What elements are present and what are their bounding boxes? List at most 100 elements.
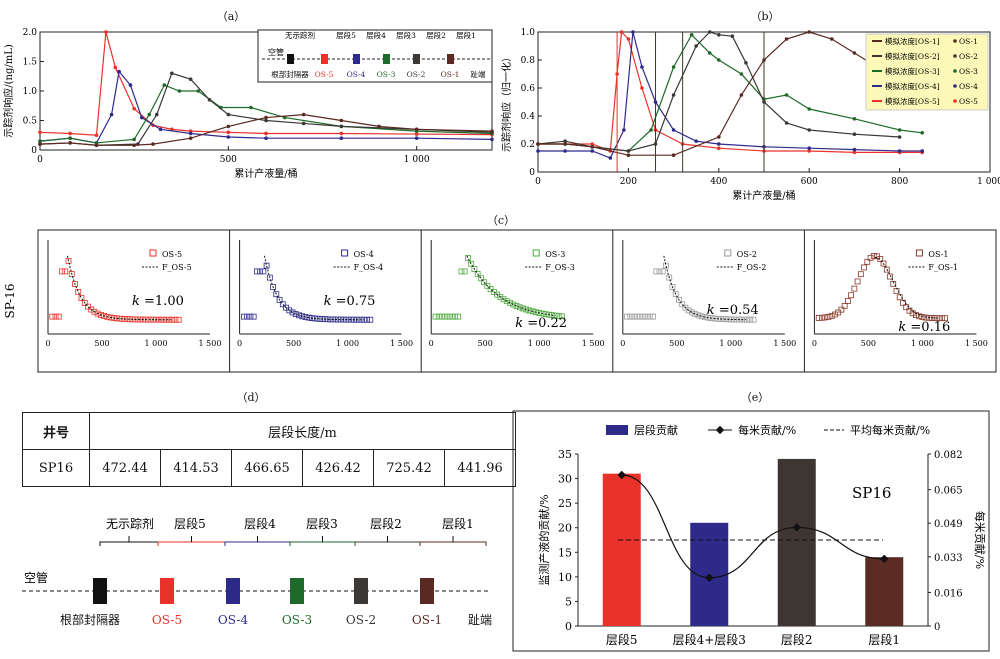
scatter-point [263, 262, 270, 269]
k-symbol: k [707, 303, 715, 318]
scatter-point [253, 268, 260, 275]
x-tick-label: 600 [801, 177, 818, 187]
x-axis-label: 累计产液量/桶 [732, 189, 795, 202]
data-point-OS-5 [113, 65, 118, 70]
scatter-point [241, 313, 247, 320]
legend-label: 模拟浓度[OS-3] [885, 66, 940, 76]
scatter-point [516, 304, 523, 311]
schematic-bracket [354, 541, 421, 546]
data-point-OS-4 [536, 149, 540, 153]
y-tick-label: 0 [31, 146, 37, 156]
x-tick-label: 1 000 [336, 339, 359, 348]
scatter-point [841, 302, 848, 309]
scatter-point [458, 268, 465, 275]
schematic-top-label: 层段5 [174, 516, 206, 531]
y-axis-label: 监测产液的贡献/% [537, 494, 551, 585]
data-point-OS-3 [717, 58, 721, 62]
data-point-OS-4 [807, 146, 811, 150]
scatter-point [260, 268, 267, 275]
category-label: 层段2 [781, 632, 813, 647]
data-point-OS-1 [830, 37, 834, 41]
segment-length-table: 井号 层段长度/m SP16 472.44 414.53 466.65 426.… [22, 412, 516, 487]
inset-top-label: 无示踪剂 [285, 30, 315, 40]
scatter-point [533, 309, 539, 316]
legend-mark-label: OS-5 [959, 97, 978, 106]
scatter-point [465, 254, 471, 261]
scatter-point [507, 300, 513, 306]
legend-label: OS-4 [354, 250, 374, 259]
schematic-bottom-label: OS-4 [218, 613, 249, 627]
scatter-point [685, 307, 692, 314]
panel-label-b: （b） [750, 10, 780, 23]
legend-bar-label: 层段贡献 [634, 423, 678, 437]
x-tick-label: 500 [478, 339, 493, 348]
y-tick-label: 5 [565, 595, 572, 608]
x-tick-label: 0 [237, 339, 242, 348]
x-tick-label: 0 [45, 339, 50, 348]
data-point-OS-5 [414, 132, 419, 136]
data-point-OS-4 [694, 139, 698, 143]
inset-bottom-label: OS-1 [441, 70, 460, 79]
schematic-bracket [224, 541, 291, 546]
scatter-point [455, 313, 462, 320]
data-point-OS-5 [94, 133, 99, 138]
legend-label: OS-5 [162, 250, 182, 259]
scatter-point [851, 285, 858, 292]
legend-mark-label: OS-4 [959, 82, 978, 91]
inset-bottom-label: 趾端 [471, 69, 486, 79]
panel-frame [37, 229, 997, 373]
data-point-OS-4 [139, 115, 144, 120]
panel-frame [512, 410, 990, 652]
x-tick-label: 800 [891, 177, 908, 187]
scatter-point [822, 314, 829, 321]
table-cell-well: SP16 [22, 449, 90, 487]
scatter-point [864, 258, 871, 265]
k-label: k =0.16 [898, 320, 950, 335]
scatter-point [669, 284, 676, 290]
k-label: k =0.75 [324, 294, 376, 309]
legend-line-label: 每米贡献/% [738, 423, 796, 437]
data-point-OS-4 [490, 137, 494, 142]
scatter-point [247, 313, 254, 320]
k-value: =0.16 [906, 320, 950, 335]
inset-bottom-label: OS-2 [407, 70, 426, 79]
fit-curve [66, 255, 172, 321]
data-point-OS-1 [414, 127, 419, 132]
scatter-point [750, 316, 757, 323]
scatter-point [640, 313, 647, 320]
data-point-OS-1 [490, 129, 494, 133]
bar [777, 458, 816, 626]
inset-packer [321, 54, 328, 64]
bar [602, 473, 641, 626]
schematic-bottom-label: OS-5 [152, 613, 182, 627]
series-line-OS-5 [39, 31, 493, 136]
scatter-point [630, 313, 637, 320]
series-line-OS-2 [537, 31, 900, 152]
data-point-OS-2 [744, 61, 748, 65]
scatter-point [828, 313, 835, 319]
scatter-point [857, 271, 864, 278]
table-cell: 441.96 [444, 449, 516, 487]
scatter-point [503, 298, 510, 305]
data-point-OS-4 [563, 149, 567, 153]
scatter-point [877, 256, 884, 262]
data-point-OS-4 [590, 149, 595, 153]
data-point-OS-2 [694, 44, 698, 48]
inset-bottom-label: 根部封隔器 [271, 69, 309, 79]
scatter-point [81, 300, 88, 306]
scatter-point [94, 310, 101, 317]
data-point-OS-1 [94, 143, 99, 148]
table-cell: 414.53 [160, 449, 232, 487]
x-axis-label: 累计产液量/桶 [234, 167, 297, 180]
schematic-packer [420, 578, 434, 604]
data-point-OS-4 [339, 136, 344, 140]
scatter-point [747, 316, 754, 323]
data-point-OS-5 [852, 150, 857, 155]
scatter-point [627, 313, 634, 320]
scatter-point [887, 273, 893, 280]
y-tick-label: 15 [558, 546, 572, 559]
legend-fit-label: F_OS-4 [354, 263, 384, 272]
data-point-OS-4 [226, 135, 231, 139]
scatter-point [929, 315, 936, 321]
y2-tick-label: 0.049 [934, 519, 963, 530]
